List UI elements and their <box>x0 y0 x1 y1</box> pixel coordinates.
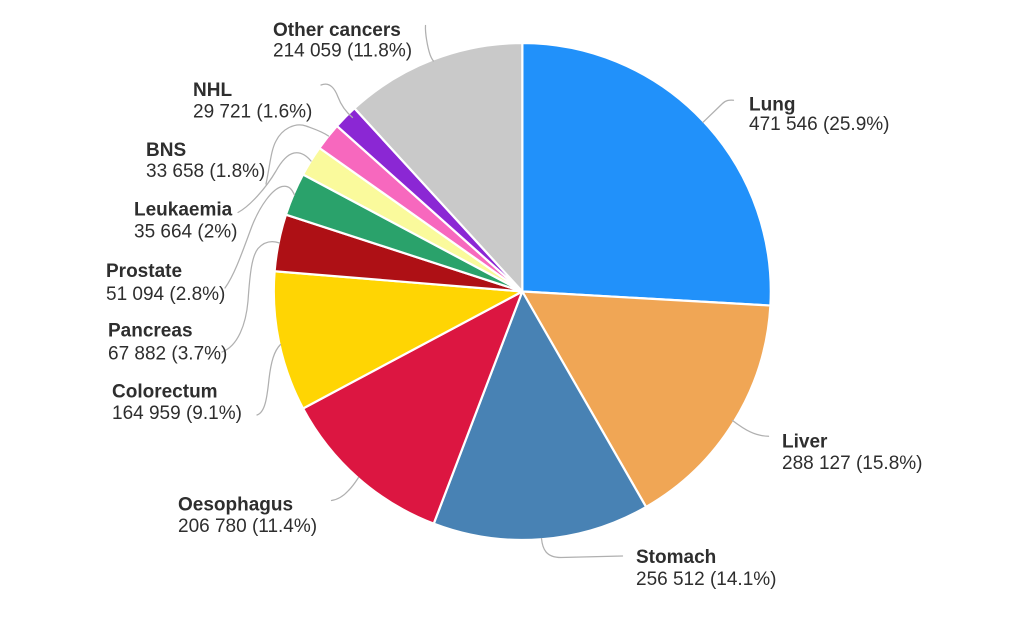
svg-text:NHL: NHL <box>193 80 232 101</box>
svg-text:471 546 (25.9%): 471 546 (25.9%) <box>749 114 890 135</box>
svg-text:Liver: Liver <box>782 432 828 453</box>
svg-text:Oesophagus: Oesophagus <box>178 495 293 516</box>
svg-text:Colorectum: Colorectum <box>112 382 218 403</box>
svg-text:164 959 (9.1%): 164 959 (9.1%) <box>112 403 242 424</box>
svg-text:214 059 (11.8%): 214 059 (11.8%) <box>273 40 412 61</box>
svg-text:Other cancers: Other cancers <box>273 20 401 41</box>
svg-text:Leukaemia: Leukaemia <box>134 200 233 221</box>
svg-text:33 658 (1.8%): 33 658 (1.8%) <box>146 161 265 182</box>
svg-text:256 512 (14.1%): 256 512 (14.1%) <box>636 569 777 590</box>
svg-text:67 882 (3.7%): 67 882 (3.7%) <box>108 344 227 365</box>
svg-text:Prostate: Prostate <box>106 261 182 282</box>
svg-text:Stomach: Stomach <box>636 547 716 568</box>
svg-text:51 094 (2.8%): 51 094 (2.8%) <box>106 284 225 305</box>
svg-text:BNS: BNS <box>146 140 186 161</box>
svg-text:29 721 (1.6%): 29 721 (1.6%) <box>193 101 312 122</box>
svg-text:Pancreas: Pancreas <box>108 321 193 342</box>
svg-text:Lung: Lung <box>749 95 795 116</box>
svg-text:35 664 (2%): 35 664 (2%) <box>134 222 238 243</box>
svg-text:206 780 (11.4%): 206 780 (11.4%) <box>178 516 317 537</box>
svg-text:288 127 (15.8%): 288 127 (15.8%) <box>782 453 923 474</box>
